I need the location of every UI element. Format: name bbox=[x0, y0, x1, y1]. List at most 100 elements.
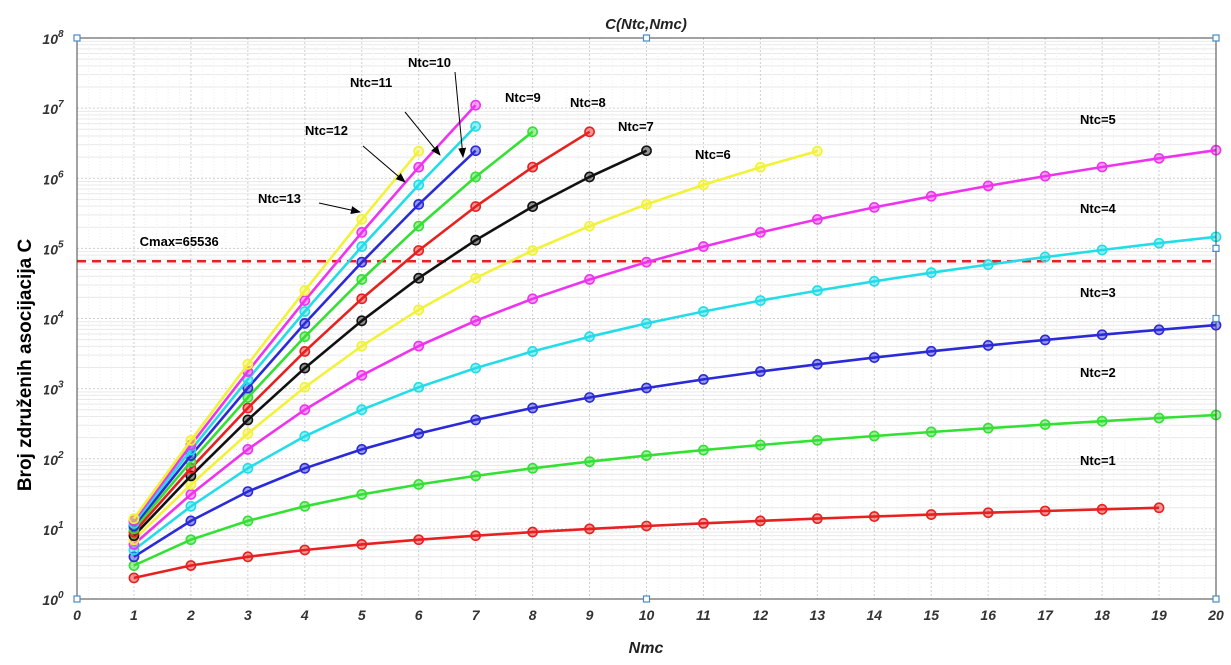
series-line bbox=[133, 148, 1217, 546]
x-tick-label: 20 bbox=[1207, 607, 1224, 623]
data-point bbox=[584, 220, 595, 232]
annotation-ntc-4: Ntc=4 bbox=[1080, 201, 1117, 216]
data-point bbox=[982, 422, 994, 434]
reference-line-group: Cmax=65536 bbox=[77, 234, 1216, 263]
chart-title: C(Ntc,Nmc) bbox=[605, 16, 687, 33]
data-point bbox=[470, 201, 482, 212]
data-point bbox=[356, 369, 368, 381]
data-point bbox=[925, 267, 937, 279]
series-group bbox=[128, 99, 1222, 584]
x-tick-label: 10 bbox=[639, 607, 655, 623]
data-point bbox=[698, 373, 709, 385]
data-point bbox=[527, 526, 538, 538]
x-tick-label: 4 bbox=[300, 607, 309, 623]
data-point bbox=[868, 201, 880, 213]
data-point bbox=[1153, 412, 1165, 424]
data-point bbox=[1039, 251, 1051, 263]
data-point bbox=[413, 340, 425, 352]
data-point bbox=[1153, 502, 1165, 514]
data-point bbox=[413, 381, 425, 393]
series-ntc-9 bbox=[128, 126, 538, 535]
data-point bbox=[1096, 415, 1108, 427]
data-point bbox=[356, 293, 368, 305]
corner-marker bbox=[1212, 34, 1220, 42]
data-point bbox=[299, 381, 311, 393]
annotation-label: Ntc=9 bbox=[505, 90, 541, 105]
data-point bbox=[185, 500, 197, 512]
data-point bbox=[868, 511, 880, 522]
data-point bbox=[356, 241, 368, 252]
y-tick-label: 100 bbox=[42, 590, 64, 608]
data-point bbox=[925, 426, 937, 438]
cmax-label: Cmax=65536 bbox=[140, 234, 219, 249]
series-ntc-4 bbox=[128, 231, 1222, 556]
annotation-label: Ntc=12 bbox=[305, 123, 348, 138]
data-point bbox=[641, 450, 652, 461]
data-point bbox=[982, 507, 994, 519]
data-point bbox=[811, 434, 823, 446]
data-point bbox=[413, 245, 425, 256]
data-point bbox=[242, 486, 254, 498]
data-point bbox=[470, 470, 482, 482]
data-point bbox=[299, 462, 311, 474]
data-point bbox=[242, 392, 254, 403]
annotation-ntc-6: Ntc=6 bbox=[695, 147, 731, 162]
y-tick-label: 107 bbox=[42, 99, 64, 117]
data-point bbox=[413, 161, 425, 173]
data-point bbox=[413, 272, 425, 284]
data-point bbox=[470, 530, 482, 542]
data-point bbox=[413, 220, 425, 232]
data-point bbox=[185, 534, 197, 546]
data-point bbox=[299, 306, 311, 317]
data-point bbox=[982, 180, 994, 192]
series-line bbox=[132, 130, 534, 530]
data-point bbox=[470, 315, 482, 327]
x-tick-label: 6 bbox=[415, 607, 423, 623]
data-point bbox=[356, 340, 368, 352]
data-point bbox=[413, 479, 425, 490]
annotation-ntc-2: Ntc=2 bbox=[1080, 365, 1116, 380]
data-point bbox=[584, 331, 595, 343]
data-point bbox=[470, 362, 482, 374]
data-point bbox=[527, 161, 538, 173]
data-point bbox=[185, 489, 197, 500]
data-point bbox=[755, 366, 766, 377]
corner-marker bbox=[73, 34, 81, 42]
data-point bbox=[128, 544, 140, 556]
data-point bbox=[356, 404, 368, 416]
annotation-ntc-13: Ntc=13 bbox=[258, 191, 361, 214]
annotation-label: Ntc=5 bbox=[1080, 112, 1116, 127]
annotation-ntc-12: Ntc=12 bbox=[305, 123, 406, 183]
data-point bbox=[1096, 503, 1108, 515]
x-axis-label: Nmc bbox=[629, 640, 664, 657]
x-tick-label: 11 bbox=[696, 607, 711, 623]
data-point bbox=[242, 515, 254, 527]
data-point bbox=[470, 234, 482, 246]
series-ntc-2 bbox=[128, 409, 1222, 571]
data-point bbox=[413, 179, 425, 191]
data-point bbox=[128, 560, 140, 571]
data-point bbox=[413, 145, 425, 157]
data-point bbox=[868, 352, 880, 363]
data-point bbox=[242, 358, 254, 370]
x-tick-label: 2 bbox=[186, 607, 195, 623]
annotation-label: Ntc=6 bbox=[695, 147, 731, 162]
corner-marker bbox=[642, 595, 651, 603]
y-tick-label: 104 bbox=[42, 310, 64, 328]
corner-marker bbox=[73, 595, 81, 603]
data-point bbox=[185, 560, 197, 571]
data-point bbox=[527, 293, 538, 305]
data-point bbox=[185, 434, 197, 446]
data-point bbox=[1039, 505, 1051, 517]
data-point bbox=[698, 444, 709, 456]
series-line bbox=[133, 413, 1217, 567]
data-point bbox=[527, 126, 538, 138]
data-point bbox=[470, 145, 482, 157]
series-ntc-1 bbox=[128, 502, 1165, 584]
data-point bbox=[641, 256, 652, 268]
data-point bbox=[185, 470, 197, 482]
series-ntc-6 bbox=[128, 145, 823, 546]
data-point bbox=[242, 414, 254, 426]
series-line bbox=[132, 150, 420, 520]
x-tick-label: 14 bbox=[867, 607, 883, 623]
